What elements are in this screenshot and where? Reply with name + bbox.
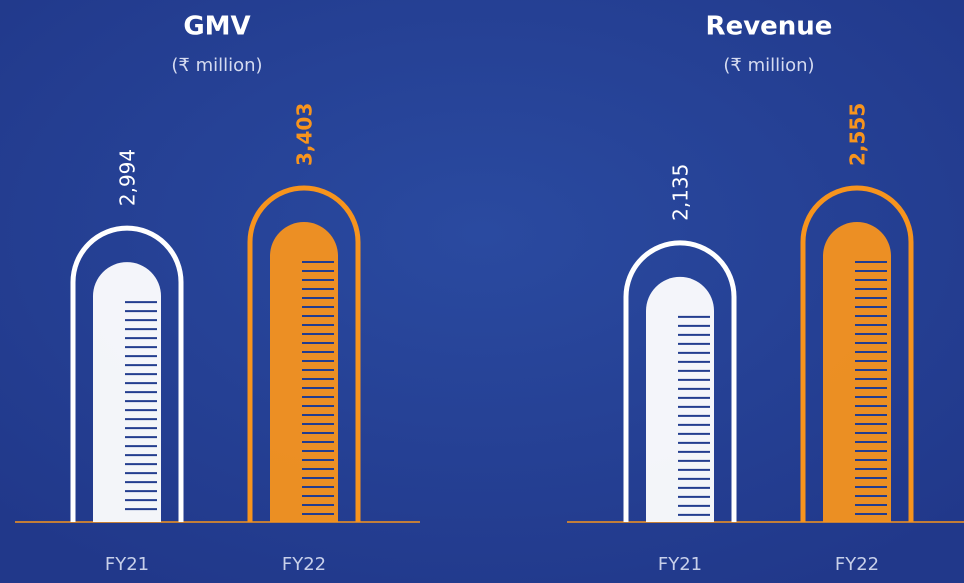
bar-inner xyxy=(646,276,714,522)
chart-subtitle: (₹ million) xyxy=(171,55,262,76)
x-tick-label: FY21 xyxy=(105,554,149,575)
value-label: 2,135 xyxy=(669,164,693,221)
bar xyxy=(800,185,914,522)
bar xyxy=(247,185,361,522)
bar xyxy=(623,240,737,522)
chart-subtitle: (₹ million) xyxy=(723,55,814,76)
x-tick-label: FY22 xyxy=(835,554,879,575)
value-label: 2,994 xyxy=(116,149,140,206)
chart-title: Revenue xyxy=(706,12,833,42)
value-label: 3,403 xyxy=(293,103,317,166)
bar xyxy=(70,225,184,522)
x-tick-label: FY21 xyxy=(658,554,702,575)
x-tick-label: FY22 xyxy=(282,554,326,575)
value-label: 2,555 xyxy=(846,103,870,166)
chart-title: GMV xyxy=(183,12,250,42)
